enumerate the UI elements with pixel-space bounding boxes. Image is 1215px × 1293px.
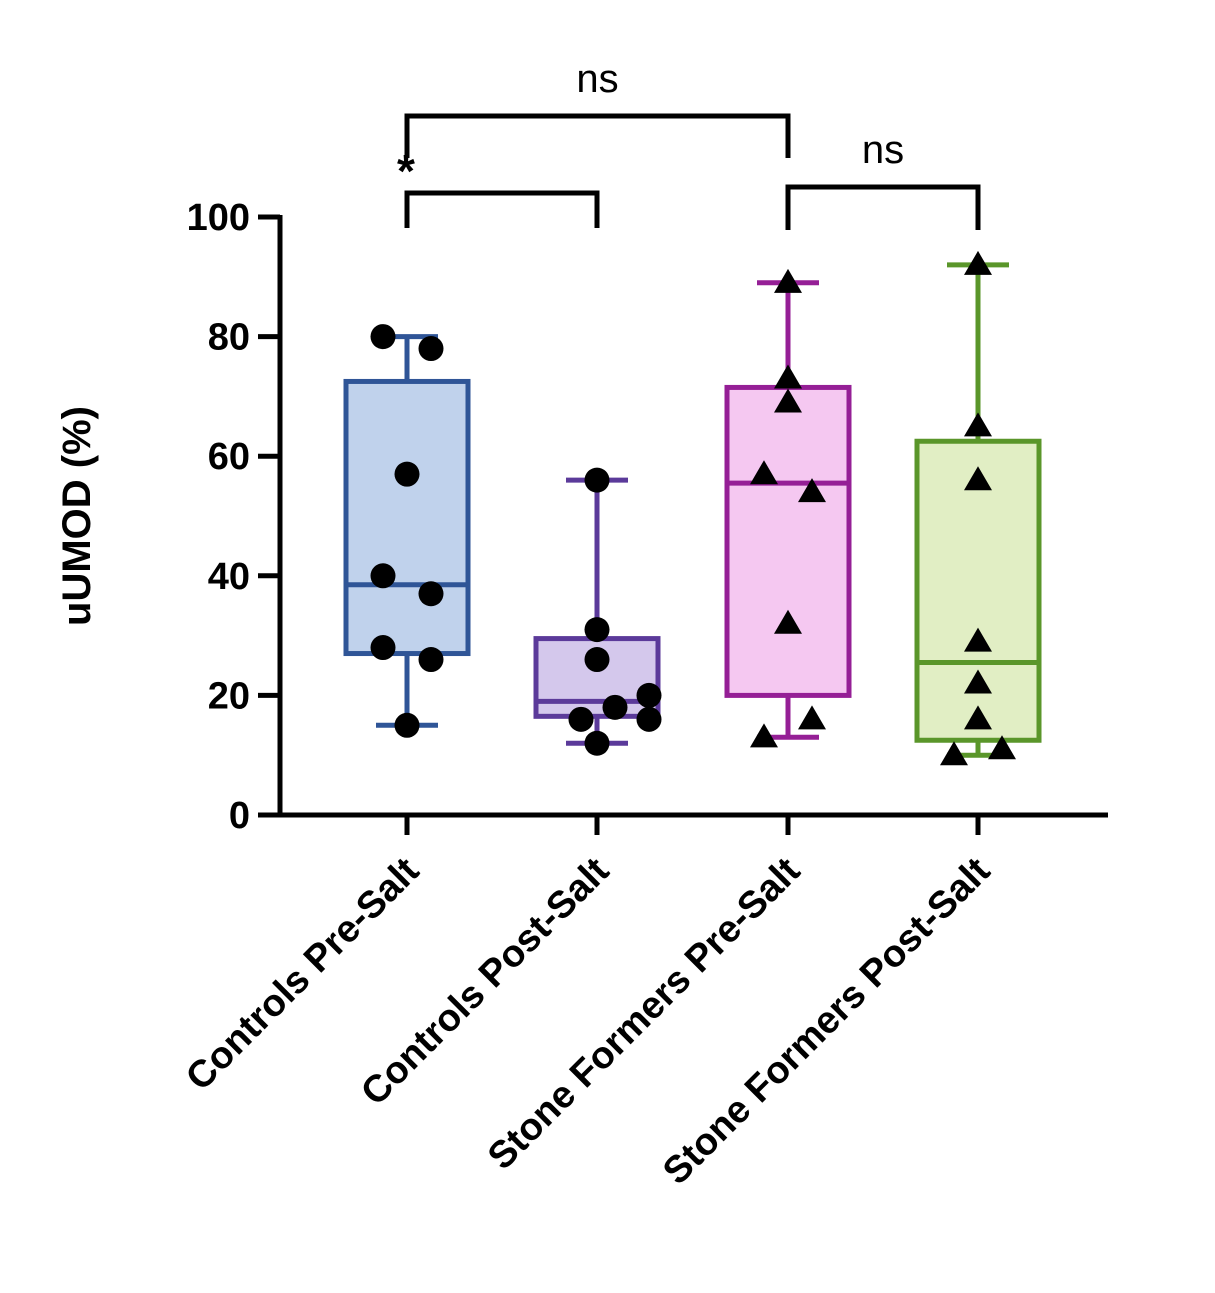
data-point — [964, 250, 992, 275]
data-point — [418, 647, 444, 673]
data-point — [988, 735, 1016, 760]
boxes-layer — [343, 262, 1042, 758]
data-point — [584, 467, 610, 493]
data-point — [418, 581, 444, 607]
data-point — [370, 635, 396, 661]
data-point — [370, 324, 396, 350]
y-tick-label: 100 — [187, 197, 250, 239]
data-point — [750, 460, 778, 485]
data-point — [964, 705, 992, 730]
significance-layer: ns * ns — [397, 57, 981, 230]
data-point — [774, 609, 802, 634]
data-point — [774, 364, 802, 389]
x-tick-label: Stone Formers Post-Salt — [655, 849, 998, 1192]
significance-label: * — [397, 145, 415, 197]
box-iqr — [724, 384, 852, 698]
data-point — [774, 388, 802, 413]
data-point — [798, 705, 826, 730]
data-point — [964, 669, 992, 694]
data-point — [636, 682, 662, 708]
box-iqr — [343, 378, 471, 657]
y-tick-label: 60 — [208, 436, 250, 478]
data-point — [774, 268, 802, 293]
y-tick-label: 20 — [208, 675, 250, 717]
data-point — [750, 723, 778, 748]
data-point — [584, 617, 610, 643]
data-point — [584, 647, 610, 673]
data-point — [394, 461, 420, 487]
significance-bracket — [785, 184, 981, 230]
data-point — [418, 336, 444, 362]
data-point — [798, 478, 826, 503]
data-point — [584, 730, 610, 756]
data-point — [940, 741, 968, 766]
x-tick-label: Stone Formers Pre-Salt — [480, 849, 809, 1178]
data-point — [964, 466, 992, 491]
significance-bracket — [404, 190, 600, 228]
y-tick-label: 0 — [229, 795, 250, 837]
significance-label: ns — [862, 128, 904, 172]
data-point — [636, 706, 662, 732]
y-tick-label: 40 — [208, 556, 250, 598]
data-point — [370, 563, 396, 589]
data-point — [394, 712, 420, 738]
points-layer — [370, 250, 1016, 766]
data-point — [568, 706, 594, 732]
data-point — [964, 412, 992, 437]
significance-bracket — [404, 113, 791, 158]
y-axis-label: uUMOD (%) — [55, 406, 99, 626]
data-point — [602, 694, 628, 720]
data-point — [964, 627, 992, 652]
y-tick-label: 80 — [208, 317, 250, 359]
significance-label: ns — [576, 57, 618, 101]
